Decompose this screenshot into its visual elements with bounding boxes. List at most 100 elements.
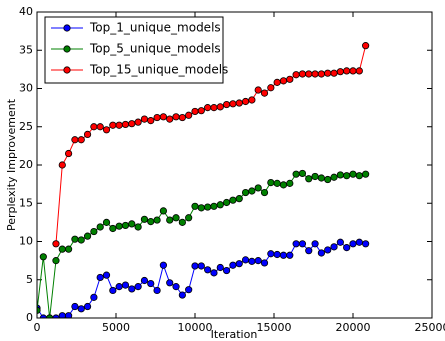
point — [216, 103, 224, 111]
point — [311, 70, 319, 78]
legend-label: Top_5_unique_models — [89, 42, 221, 56]
point — [134, 223, 142, 231]
point — [279, 181, 288, 189]
point — [71, 136, 79, 144]
point — [204, 203, 212, 211]
point — [178, 113, 186, 122]
plot-frame — [36, 11, 433, 319]
point — [298, 240, 307, 248]
point — [109, 224, 117, 233]
point — [330, 243, 338, 251]
point — [197, 262, 205, 270]
point — [52, 257, 60, 265]
point — [248, 187, 256, 195]
point — [166, 279, 174, 287]
point — [109, 286, 117, 295]
point — [191, 202, 199, 210]
y-tick-label: 10 — [19, 235, 33, 248]
point — [223, 198, 231, 207]
point — [343, 67, 351, 75]
point — [166, 115, 174, 123]
y-axis-label: Perplexity Improvement — [5, 98, 18, 231]
point — [77, 236, 85, 244]
point — [58, 245, 66, 253]
point — [58, 161, 66, 169]
point — [128, 285, 136, 293]
point — [336, 238, 344, 246]
point — [65, 245, 73, 253]
point — [153, 216, 161, 224]
point — [90, 123, 98, 131]
point — [355, 172, 363, 180]
point — [52, 240, 60, 248]
point — [77, 136, 85, 144]
point — [248, 96, 256, 104]
point — [140, 276, 149, 285]
point — [90, 293, 98, 301]
point — [292, 170, 300, 178]
point — [254, 86, 262, 94]
point — [191, 262, 199, 270]
point — [210, 202, 218, 210]
point — [298, 169, 307, 178]
point — [267, 250, 275, 258]
point — [349, 67, 357, 75]
point — [311, 240, 319, 248]
point — [267, 178, 275, 187]
y-tick-label: 5 — [26, 273, 33, 286]
point — [147, 117, 155, 125]
point — [229, 100, 237, 108]
point — [153, 286, 161, 295]
point — [330, 69, 338, 77]
legend-swatch-marker — [63, 24, 71, 32]
y-tick-label: 35 — [19, 43, 33, 56]
point — [324, 246, 332, 254]
point — [298, 70, 307, 78]
y-tick-label: 30 — [19, 82, 33, 95]
point — [279, 251, 288, 259]
x-axis-label: Iteration — [211, 328, 258, 341]
point — [185, 111, 193, 119]
point — [159, 207, 167, 215]
point — [248, 257, 256, 265]
point — [102, 126, 111, 134]
point — [83, 130, 92, 138]
point — [83, 302, 92, 311]
point — [90, 227, 98, 236]
point — [362, 240, 370, 248]
point — [166, 216, 174, 224]
point — [172, 214, 180, 222]
point — [128, 120, 136, 128]
point — [65, 149, 73, 158]
point — [71, 302, 79, 311]
point — [39, 253, 47, 261]
point — [216, 201, 224, 209]
y-tick-label: 0 — [26, 311, 33, 324]
x-tick-label: 10000 — [178, 321, 213, 334]
point — [172, 283, 180, 291]
point — [324, 69, 332, 77]
point — [286, 75, 294, 83]
point — [349, 170, 357, 178]
point — [330, 173, 338, 181]
point — [286, 179, 294, 187]
point — [235, 99, 243, 107]
point — [178, 218, 186, 226]
point — [241, 97, 250, 106]
point — [96, 273, 104, 282]
y-tick-label: 20 — [19, 158, 33, 171]
point — [109, 121, 117, 129]
x-tick-label: 0 — [34, 321, 41, 334]
point — [362, 170, 370, 178]
point — [317, 70, 325, 78]
point — [115, 283, 123, 291]
point — [336, 171, 344, 179]
point — [159, 113, 167, 121]
point — [115, 121, 123, 129]
point — [279, 77, 288, 85]
point — [311, 172, 319, 181]
point — [273, 78, 281, 86]
point — [191, 107, 199, 116]
legend-swatch-marker — [63, 45, 71, 53]
point — [96, 123, 104, 131]
